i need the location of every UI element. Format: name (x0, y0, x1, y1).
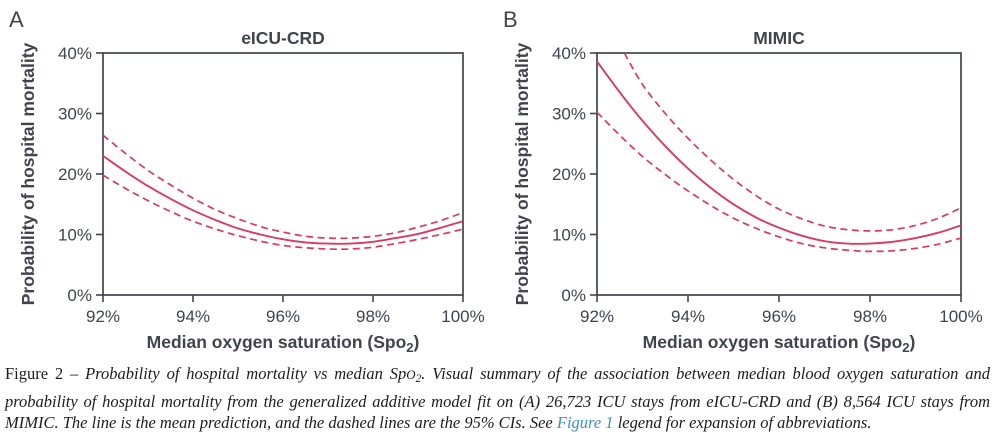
caption-spo-smallcap-o: O (406, 368, 416, 382)
x-tick-label: 100% (441, 307, 484, 326)
figure-caption: Figure 2 – Probability of hospital morta… (5, 363, 990, 434)
series-ci-upper-line (102, 134, 464, 240)
x-tick-label: 92% (580, 307, 614, 326)
chart-panel-b: B MIMIC 0% 10% 20% 30% 40% 92% 94% 96% 98% 100% Prob… (503, 7, 983, 355)
caption-text-3: legend for expansion of abbreviations. (613, 413, 872, 433)
caption-spo-subscript: 2 (415, 373, 422, 386)
y-tick-label: 30% (552, 105, 586, 124)
chart-title: eICU-CRD (241, 28, 325, 48)
figure-1-link[interactable]: Figure 1 (556, 413, 614, 433)
x-tick-label: 98% (853, 307, 887, 326)
y-tick-label: 0% (561, 286, 586, 305)
x-tick-label: 96% (762, 307, 796, 326)
plot-border (102, 52, 464, 296)
panel-letter-a: A (9, 7, 24, 32)
caption-text-2: . Visual summary of the association betw… (5, 364, 990, 433)
x-tick-label: 98% (356, 307, 390, 326)
series-mean-line (596, 60, 962, 245)
plot-border (596, 52, 962, 296)
y-tick-label: 0% (67, 286, 92, 305)
y-tick-label: 20% (552, 165, 586, 184)
x-tick-label: 94% (671, 307, 705, 326)
x-tick-label: 92% (86, 307, 120, 326)
y-tick-label: 40% (552, 44, 586, 63)
x-tick-label: 96% (266, 307, 300, 326)
series-ci-upper-line (623, 52, 962, 232)
series-mean-line (102, 155, 464, 245)
x-axis-label: Median oxygen saturation (Spo2) (643, 332, 916, 355)
x-axis-label: Median oxygen saturation (Spo2) (147, 332, 420, 355)
panel-letter-b: B (503, 7, 518, 32)
series-ci-lower-line (596, 111, 962, 253)
x-tick-label: 94% (176, 307, 210, 326)
y-tick-label: 10% (552, 226, 586, 245)
x-tick-label: 100% (939, 307, 982, 326)
y-tick-label: 20% (58, 165, 92, 184)
chart-title: MIMIC (753, 28, 805, 48)
y-axis-label: Probability of hospital mortality (18, 42, 38, 305)
y-axis-label: Probability of hospital mortality (512, 42, 532, 305)
y-tick-label: 40% (58, 44, 92, 63)
series-ci-lower-line (102, 174, 464, 251)
y-tick-label: 30% (58, 105, 92, 124)
caption-figure-label: Figure 2 – (5, 364, 86, 383)
y-tick-label: 10% (58, 226, 92, 245)
caption-text-1: Probability of hospital mortality vs med… (85, 364, 407, 383)
